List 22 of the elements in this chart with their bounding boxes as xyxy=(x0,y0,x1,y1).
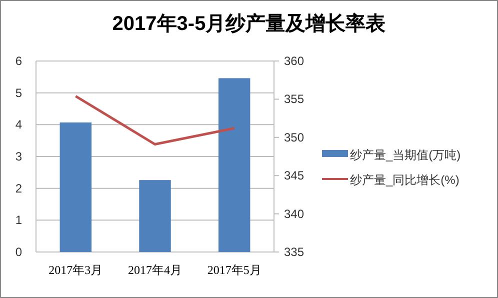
y2-tick-label: 345 xyxy=(284,168,304,183)
y2-tick-label: 355 xyxy=(284,92,304,106)
bar xyxy=(139,180,171,252)
bar xyxy=(218,78,250,252)
y-tick-label: 0 xyxy=(15,245,22,259)
legend-label: 纱产量_当期值(万吨) xyxy=(350,148,461,162)
y2-tick-label: 360 xyxy=(284,54,304,68)
y-tick-label: 6 xyxy=(15,54,22,68)
y2-tick-label: 335 xyxy=(284,245,304,259)
y-tick-label: 2 xyxy=(15,181,22,196)
y-tick-label: 4 xyxy=(15,118,22,132)
y2-tick-label: 350 xyxy=(284,130,304,144)
y-tick-label: 1 xyxy=(15,213,22,228)
legend-label: 纱产量_同比增长(%) xyxy=(350,173,460,187)
y2-tick-label: 340 xyxy=(284,206,304,221)
chart-title: 2017年3-5月纱产量及增长率表 xyxy=(112,12,386,35)
x-tick-label: 2017年4月 xyxy=(128,263,182,277)
bar xyxy=(60,122,92,252)
x-tick-label: 2017年5月 xyxy=(207,263,262,277)
x-tick-label: 2017年3月 xyxy=(48,263,103,277)
y-tick-label: 3 xyxy=(15,150,22,164)
y-tick-label: 5 xyxy=(15,86,22,100)
